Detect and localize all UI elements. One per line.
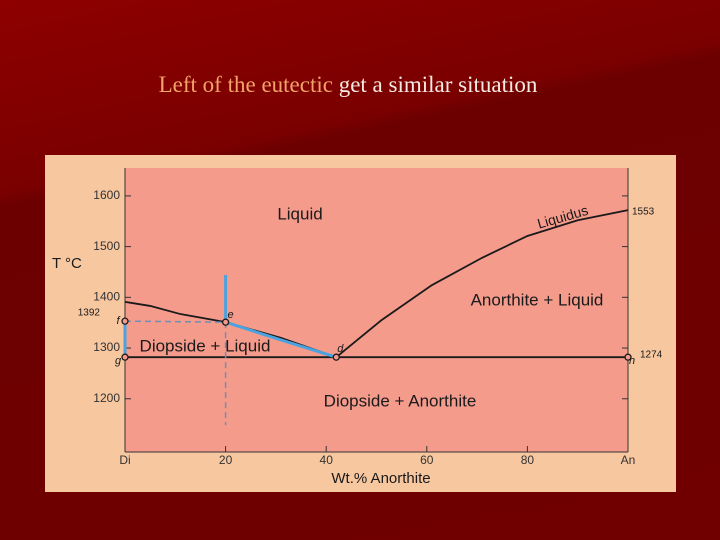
plot-area xyxy=(125,168,628,452)
y-tick-label: 1500 xyxy=(93,239,120,253)
x-tick-label: 60 xyxy=(420,453,434,467)
x-tick-label: 20 xyxy=(219,453,233,467)
point xyxy=(121,317,129,325)
y-tick-label: 1300 xyxy=(93,340,120,354)
point-label: d xyxy=(337,343,344,355)
point xyxy=(332,353,340,361)
region-label: Diopside + Liquid xyxy=(140,336,271,355)
annotation: 1274 xyxy=(640,350,663,361)
x-axis-label: Wt.% Anorthite xyxy=(331,470,430,487)
point xyxy=(221,318,230,326)
region-label: Diopside + Anorthite xyxy=(324,391,477,410)
slide-title: Left of the eutectic get a similar situa… xyxy=(0,72,696,98)
y-tick-label: 1400 xyxy=(93,289,120,303)
point-label: g xyxy=(115,355,122,367)
annotation: 1392 xyxy=(78,308,101,319)
y-axis-label: T °C xyxy=(52,255,82,272)
x-tick-label: Di xyxy=(119,453,130,467)
point-label: h xyxy=(629,355,635,367)
title-highlight: Left of the eutectic xyxy=(158,72,333,97)
title-rest: get a similar situation xyxy=(338,72,538,97)
y-tick-label: 1200 xyxy=(93,391,120,405)
point xyxy=(121,353,129,361)
x-tick-label: 40 xyxy=(320,453,334,467)
point xyxy=(624,353,632,361)
x-tick-label: 80 xyxy=(521,453,535,467)
point-label: e xyxy=(228,309,234,321)
phase-line xyxy=(335,209,629,358)
annotation: 1553 xyxy=(632,207,655,218)
phase-line xyxy=(224,275,337,359)
y-tick-label: 1600 xyxy=(93,188,120,202)
region-label: Liquid xyxy=(277,204,322,223)
point-label: f xyxy=(116,315,120,327)
region-label: Anorthite + Liquid xyxy=(471,290,604,309)
phase-line xyxy=(124,300,337,359)
phase-line xyxy=(124,320,226,323)
x-tick-label: An xyxy=(621,453,636,467)
